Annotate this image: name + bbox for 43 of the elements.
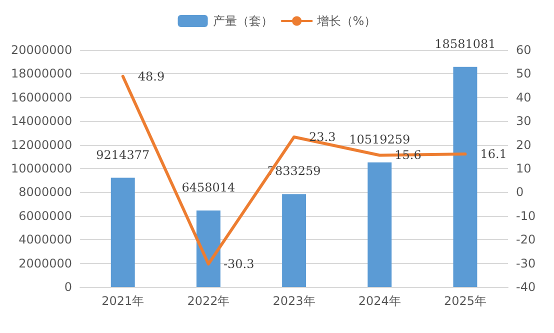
x-tick-label: 2024年	[358, 294, 401, 308]
y2-tick-label: 0	[516, 185, 524, 200]
bar	[196, 210, 220, 287]
legend-label: 产量（套）	[212, 14, 273, 28]
y-tick-label: 4000000	[18, 232, 72, 247]
y2-tick-label: 40	[516, 90, 532, 104]
data-label: 23.3	[309, 130, 336, 144]
data-label: -30.3	[223, 257, 254, 272]
y2-tick-label: 30	[516, 114, 532, 128]
x-tick-label: 2021年	[102, 294, 144, 308]
y2-tick-label: 60	[516, 43, 532, 57]
data-label: 16.1	[480, 147, 507, 162]
data-label: 15.6	[394, 148, 422, 162]
data-label: 18581081	[434, 36, 496, 51]
y-tick-label: 0	[64, 280, 72, 294]
y2-tick-label: -30	[516, 256, 536, 270]
y2-tick-label: -10	[516, 208, 536, 223]
y2-tick-label: 20	[516, 138, 532, 152]
y-tick-label: 18000000	[11, 66, 72, 81]
y2-tick-label: 50	[516, 66, 532, 81]
bar	[110, 178, 135, 287]
y-tick-label: 6000000	[18, 208, 72, 223]
y-tick-label: 2000000	[18, 256, 72, 270]
y-tick-label: 12000000	[11, 138, 72, 152]
data-label: 10519259	[349, 132, 410, 146]
data-label: 48.9	[138, 69, 165, 84]
y-tick-label: 14000000	[11, 114, 72, 128]
bar	[368, 162, 392, 287]
data-label: 6458014	[182, 180, 236, 194]
y2-tick-label: -20	[516, 232, 536, 247]
y-tick-label: 20000000	[11, 43, 72, 57]
y-tick-label: 10000000	[11, 162, 72, 176]
y-tick-label: 8000000	[18, 185, 72, 200]
x-tick-label: 2025年	[444, 294, 486, 308]
data-label: 9214377	[96, 148, 150, 162]
y2-tick-label: -40	[516, 280, 536, 294]
y-tick-label: 16000000	[11, 90, 72, 104]
bar	[282, 194, 306, 287]
x-tick-label: 2023年	[272, 294, 316, 308]
legend-label: 增长（%）	[316, 14, 376, 28]
y2-tick-label: 10	[516, 162, 532, 176]
x-tick-label: 2022年	[187, 294, 230, 308]
bar	[453, 66, 478, 287]
